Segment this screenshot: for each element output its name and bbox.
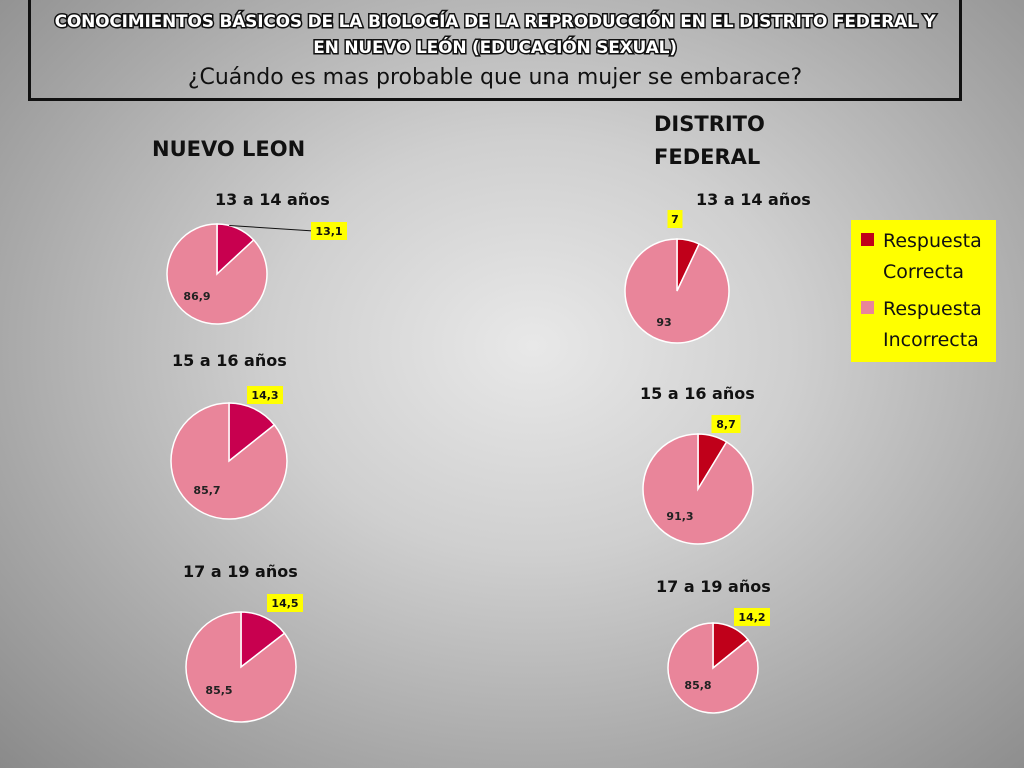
data-label-correct-3: 7 — [671, 213, 679, 226]
pie-slice-correct-1 — [228, 402, 276, 463]
chart-title-nl-15-16: 15 a 16 años — [172, 351, 287, 370]
data-label-incorrect-3: 93 — [656, 316, 671, 329]
legend-item-correct: Respuesta Correcta — [861, 226, 996, 288]
headline: CONOCIMIENTOS BÁSICOS DE LA BIOLOGÍA DE … — [53, 11, 937, 60]
data-label-correct-4: 8,7 — [716, 418, 736, 431]
pie-slice-incorrect-2 — [185, 611, 297, 723]
data-label-bg-correct-0 — [311, 222, 347, 240]
data-label-incorrect-1: 85,7 — [193, 484, 220, 497]
pie-slice-incorrect-0 — [166, 223, 268, 325]
legend-swatch-incorrect — [861, 301, 874, 314]
data-label-incorrect-2: 85,5 — [205, 684, 232, 697]
region-label-distrito-federal: DISTRITO FEDERAL — [654, 112, 765, 169]
legend-label-incorrect: Respuesta Incorrecta — [883, 298, 982, 351]
pie-slice-incorrect-3 — [624, 238, 730, 344]
question-title: ¿Cuándo es mas probable que una mujer se… — [187, 65, 803, 90]
chart-title-df-13-14: 13 a 14 años — [696, 190, 811, 209]
chart-title-nl-13-14: 13 a 14 años — [215, 190, 330, 209]
data-label-correct-0: 13,1 — [315, 225, 342, 238]
data-label-incorrect-5: 85,8 — [684, 679, 711, 692]
chart-title-nl-17-19: 17 a 19 años — [183, 562, 298, 581]
legend-label-correct: Respuesta Correcta — [883, 230, 982, 283]
data-label-bg-correct-3 — [667, 210, 683, 228]
pie-slice-incorrect-4 — [642, 433, 754, 545]
data-label-bg-correct-2 — [267, 594, 303, 612]
pie-slice-incorrect-5 — [667, 622, 759, 714]
data-label-correct-1: 14,3 — [251, 389, 278, 402]
chart-title-df-17-19: 17 a 19 años — [656, 577, 771, 596]
pie-slice-incorrect-1 — [170, 402, 288, 520]
leader-line-0 — [229, 225, 315, 232]
legend-swatch-correct — [861, 233, 874, 246]
data-label-incorrect-0: 86,9 — [183, 290, 210, 303]
legend-item-incorrect: Respuesta Incorrecta — [861, 294, 996, 356]
data-label-correct-5: 14,2 — [738, 611, 765, 624]
data-label-bg-correct-4 — [711, 415, 741, 433]
data-label-incorrect-4: 91,3 — [666, 510, 693, 523]
chart-title-df-15-16: 15 a 16 años — [640, 384, 755, 403]
data-label-correct-2: 14,5 — [271, 597, 298, 610]
data-label-bg-correct-5 — [734, 608, 770, 626]
data-label-bg-correct-1 — [247, 386, 283, 404]
title-box: CONOCIMIENTOS BÁSICOS DE LA BIOLOGÍA DE … — [28, 0, 962, 101]
legend: Respuesta Correcta Respuesta Incorrecta — [851, 220, 996, 362]
region-label-nuevo-leon: NUEVO LEON — [152, 137, 306, 161]
pie-slice-correct-2 — [240, 611, 286, 669]
